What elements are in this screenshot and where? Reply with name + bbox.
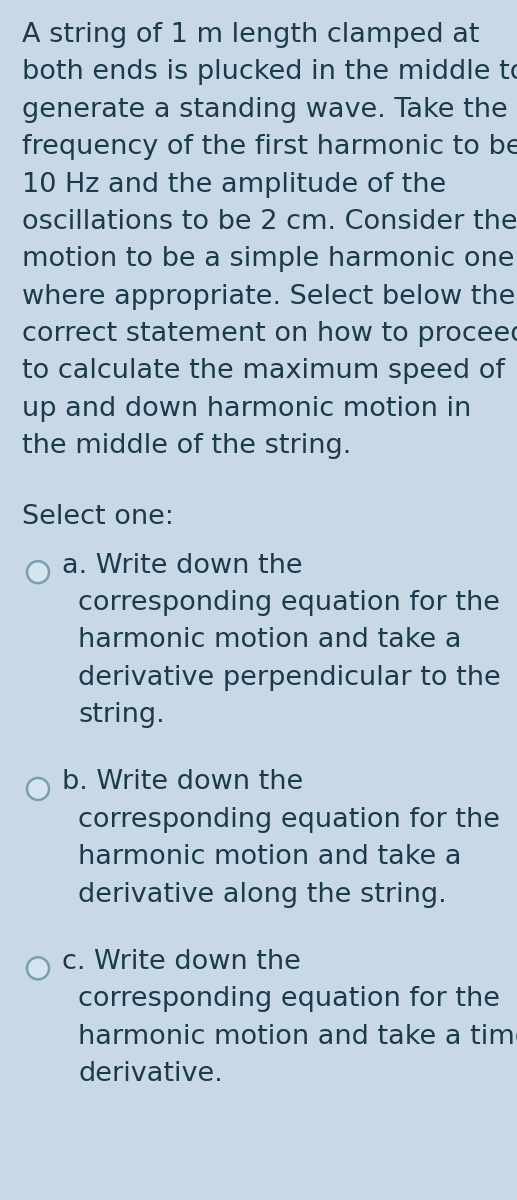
Text: Select one:: Select one:	[22, 504, 174, 530]
Text: the middle of the string.: the middle of the string.	[22, 433, 351, 460]
Text: derivative.: derivative.	[78, 1061, 223, 1087]
Text: harmonic motion and take a: harmonic motion and take a	[78, 845, 462, 870]
Text: string.: string.	[78, 702, 164, 728]
Text: a. Write down the: a. Write down the	[62, 553, 302, 578]
Text: corresponding equation for the: corresponding equation for the	[78, 590, 500, 616]
Text: 10 Hz and the amplitude of the: 10 Hz and the amplitude of the	[22, 172, 446, 198]
Text: frequency of the first harmonic to be: frequency of the first harmonic to be	[22, 134, 517, 160]
Text: harmonic motion and take a: harmonic motion and take a	[78, 628, 462, 654]
Text: b. Write down the: b. Write down the	[62, 769, 303, 796]
Text: to calculate the maximum speed of: to calculate the maximum speed of	[22, 359, 505, 384]
Text: corresponding equation for the: corresponding equation for the	[78, 986, 500, 1013]
Text: motion to be a simple harmonic one: motion to be a simple harmonic one	[22, 246, 514, 272]
Text: corresponding equation for the: corresponding equation for the	[78, 806, 500, 833]
Text: where appropriate. Select below the: where appropriate. Select below the	[22, 283, 515, 310]
Circle shape	[27, 562, 49, 583]
Text: up and down harmonic motion in: up and down harmonic motion in	[22, 396, 472, 421]
Circle shape	[27, 958, 49, 979]
Text: generate a standing wave. Take the: generate a standing wave. Take the	[22, 97, 508, 122]
Text: both ends is plucked in the middle to: both ends is plucked in the middle to	[22, 59, 517, 85]
Text: oscillations to be 2 cm. Consider the: oscillations to be 2 cm. Consider the	[22, 209, 517, 235]
Circle shape	[27, 778, 49, 800]
Text: derivative perpendicular to the: derivative perpendicular to the	[78, 665, 501, 691]
Text: A string of 1 m length clamped at: A string of 1 m length clamped at	[22, 22, 479, 48]
Text: harmonic motion and take a time: harmonic motion and take a time	[78, 1024, 517, 1050]
Text: c. Write down the: c. Write down the	[62, 949, 301, 974]
Text: derivative along the string.: derivative along the string.	[78, 882, 447, 907]
Text: correct statement on how to proceed: correct statement on how to proceed	[22, 320, 517, 347]
